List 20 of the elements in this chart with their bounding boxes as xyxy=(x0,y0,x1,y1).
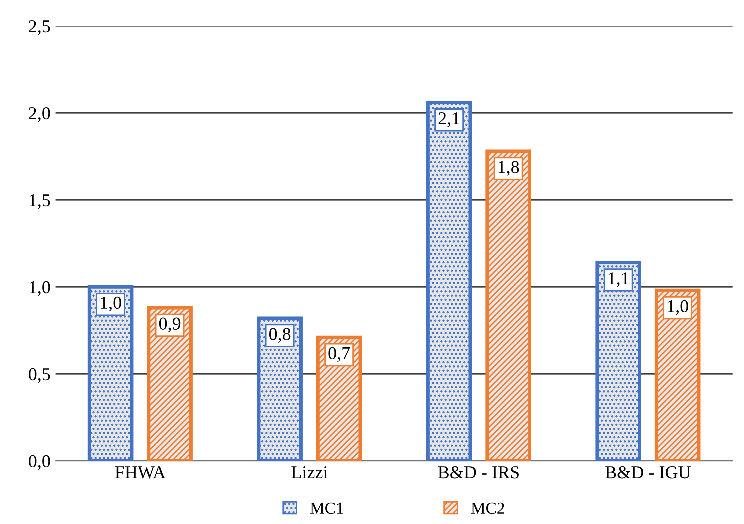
y-tick-label: 2,0 xyxy=(29,107,50,122)
data-label: 2,1 xyxy=(438,112,460,128)
y-tick-label: 0,5 xyxy=(29,368,50,384)
data-label: 0,8 xyxy=(269,328,291,343)
data-label: 1,0 xyxy=(668,300,688,316)
data-label: 0,9 xyxy=(159,318,181,333)
x-tick-label: Lizzi xyxy=(292,466,328,479)
data-label: 0,7 xyxy=(328,347,350,362)
y-tick-label: 0,0 xyxy=(29,455,50,470)
legend-label: MC1 xyxy=(310,502,344,514)
y-tick-label: 2,5 xyxy=(29,20,50,36)
data-label: 1,0 xyxy=(101,296,122,312)
legend-label: MC2 xyxy=(471,502,504,514)
x-tick-label: B&D - IRS xyxy=(438,466,519,479)
x-tick-label: FHWA xyxy=(115,466,166,479)
x-tick-label: B&D - IGU xyxy=(606,466,691,479)
data-label: 1,8 xyxy=(498,161,520,176)
y-tick-label: 1,5 xyxy=(30,194,50,210)
data-label: 1,1 xyxy=(608,272,629,288)
y-tick-label: 1,0 xyxy=(30,281,50,296)
